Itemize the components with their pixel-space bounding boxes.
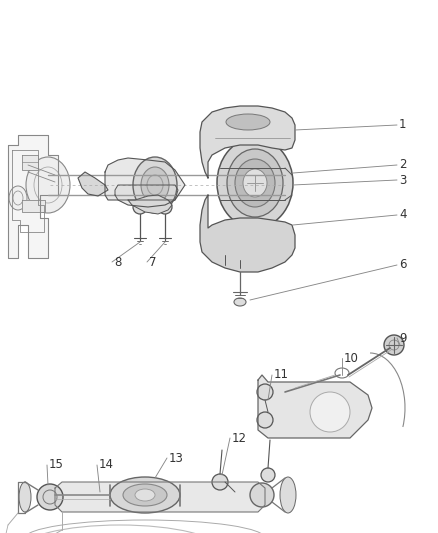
Ellipse shape	[217, 138, 293, 228]
Ellipse shape	[257, 384, 273, 400]
Ellipse shape	[250, 483, 274, 507]
Ellipse shape	[227, 149, 283, 217]
Polygon shape	[258, 375, 372, 438]
Ellipse shape	[123, 484, 167, 506]
Ellipse shape	[235, 159, 275, 207]
Ellipse shape	[9, 186, 27, 210]
Text: 8: 8	[114, 255, 121, 269]
Polygon shape	[128, 195, 172, 214]
Ellipse shape	[133, 200, 147, 214]
Ellipse shape	[226, 114, 270, 130]
Ellipse shape	[310, 392, 350, 432]
Text: 11: 11	[274, 368, 289, 382]
Polygon shape	[200, 106, 295, 178]
Text: 6: 6	[399, 259, 406, 271]
Polygon shape	[78, 172, 108, 196]
Ellipse shape	[158, 200, 172, 214]
Ellipse shape	[19, 482, 31, 512]
Text: 3: 3	[399, 174, 406, 187]
Polygon shape	[55, 482, 265, 512]
Text: 12: 12	[232, 432, 247, 445]
Ellipse shape	[280, 477, 296, 513]
Polygon shape	[8, 135, 58, 258]
Polygon shape	[22, 200, 45, 212]
Polygon shape	[115, 185, 178, 200]
Text: 4: 4	[399, 208, 406, 222]
Text: 15: 15	[49, 458, 64, 472]
Ellipse shape	[26, 157, 70, 213]
Ellipse shape	[384, 335, 404, 355]
Ellipse shape	[133, 157, 177, 213]
Text: 2: 2	[399, 158, 406, 172]
Polygon shape	[200, 195, 295, 272]
Ellipse shape	[110, 477, 180, 513]
Ellipse shape	[212, 474, 228, 490]
Ellipse shape	[243, 169, 267, 197]
Ellipse shape	[141, 167, 169, 203]
Ellipse shape	[135, 489, 155, 501]
Ellipse shape	[234, 298, 246, 306]
Ellipse shape	[257, 412, 273, 428]
Ellipse shape	[37, 484, 63, 510]
Text: 13: 13	[169, 451, 184, 464]
Text: 1: 1	[399, 118, 406, 132]
Polygon shape	[22, 155, 38, 170]
Ellipse shape	[261, 468, 275, 482]
Text: 10: 10	[344, 351, 359, 365]
Text: 7: 7	[149, 255, 156, 269]
Text: 9: 9	[399, 332, 406, 344]
Text: 14: 14	[99, 458, 114, 472]
Polygon shape	[105, 158, 185, 207]
